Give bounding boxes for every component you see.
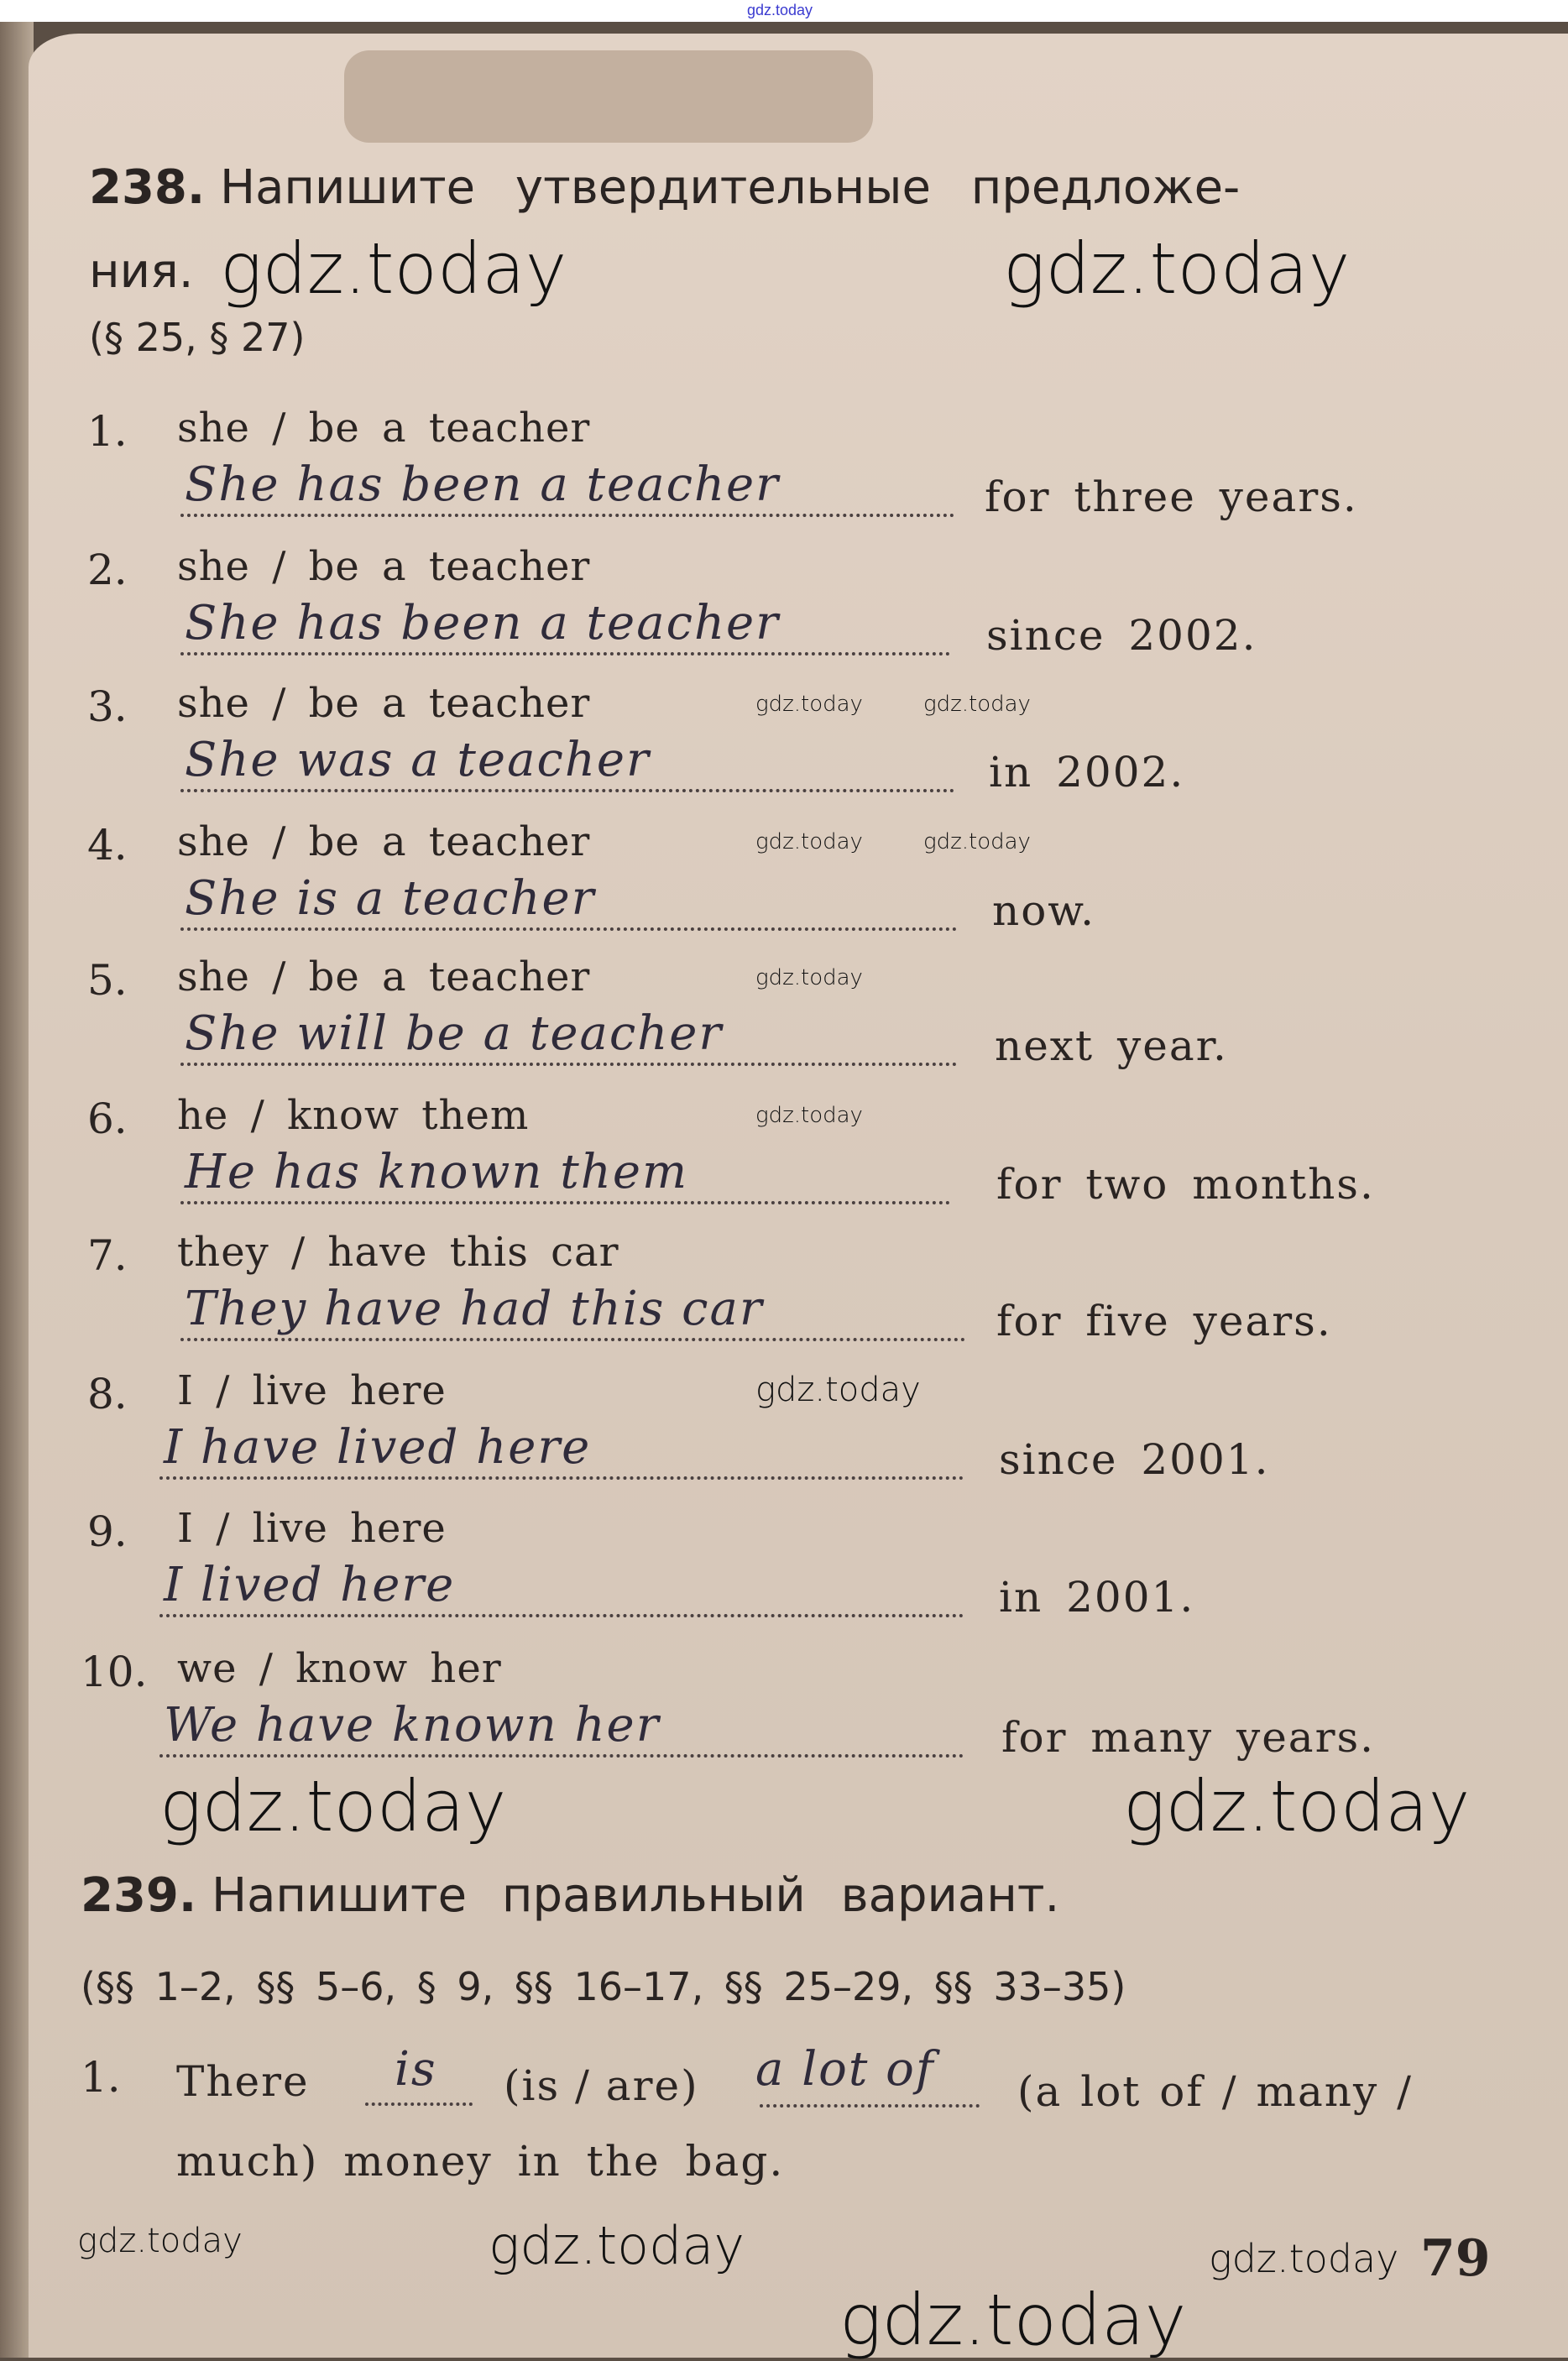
item-number: 5. <box>87 956 128 1005</box>
exercise-239-title: 239. Напишите правильный вариант. <box>81 1867 1059 1924</box>
item-suffix: for two months. <box>996 1160 1375 1209</box>
exercise-239-refs: (§§ 1–2, §§ 5–6, § 9, §§ 16–17, §§ 25–29… <box>81 1964 1126 2009</box>
item-number: 9. <box>87 1507 128 1556</box>
item-suffix: next year. <box>995 1021 1228 1070</box>
answer-line <box>180 652 950 656</box>
exercise-number: 238. <box>89 160 206 215</box>
workbook-page <box>29 34 1568 2358</box>
handwritten-answer: They have had this car <box>185 1282 764 1336</box>
title-text: Напишите правильный вариант. <box>211 1868 1060 1923</box>
watermark: gdz.today <box>1003 227 1351 310</box>
watermark: gdz.today <box>489 2215 745 2276</box>
item-text: There <box>176 2057 310 2106</box>
item-number: 3. <box>87 682 128 731</box>
exercise-238-refs: (§ 25, § 27) <box>89 315 306 360</box>
item-suffix: now. <box>992 886 1096 935</box>
item-prompt: I / live here <box>177 1505 447 1552</box>
item-prompt: she / be a teacher <box>177 953 591 1000</box>
handwritten-answer: a lot of <box>755 2042 935 2097</box>
watermark: gdz.today <box>923 829 1031 854</box>
item-number: 6. <box>87 1094 128 1143</box>
redacted-area <box>344 50 873 143</box>
title-line-1: Напишите утвердительные предложе- <box>219 160 1241 215</box>
item-suffix: for many years. <box>1001 1713 1376 1762</box>
handwritten-answer: He has known them <box>185 1145 689 1199</box>
watermark: gdz.today <box>1123 1765 1471 1847</box>
answer-line <box>180 1338 965 1341</box>
watermark: gdz.today <box>220 227 567 310</box>
item-prompt: we / know her <box>177 1645 502 1692</box>
watermark-top: gdz.today <box>747 2 813 18</box>
item-prompt: I / live here <box>177 1367 447 1414</box>
item-prompt: they / have this car <box>177 1229 619 1276</box>
watermark: gdz.today <box>755 965 863 990</box>
item-suffix: for five years. <box>996 1297 1332 1345</box>
answer-line <box>180 1063 957 1066</box>
item-prompt: she / be a teacher <box>177 543 591 590</box>
answer-line <box>180 1201 950 1204</box>
watermark: gdz.today <box>755 1371 921 1409</box>
answer-line <box>180 514 954 517</box>
handwritten-answer: She has been a teacher <box>185 596 780 650</box>
item-prompt: she / be a teacher <box>177 680 591 727</box>
handwritten-answer: I lived here <box>164 1558 456 1612</box>
handwritten-answer: She has been a teacher <box>185 457 780 512</box>
top-bar: gdz.today <box>0 0 1568 22</box>
watermark: gdz.today <box>1209 2236 1399 2281</box>
answer-line <box>180 927 957 931</box>
page-number: 79 <box>1420 2229 1491 2288</box>
item-suffix: since 2001. <box>999 1435 1270 1484</box>
watermark: gdz.today <box>923 692 1031 717</box>
facing-page-edge <box>0 22 34 2358</box>
handwritten-answer: She was a teacher <box>185 733 651 787</box>
exercise-number: 239. <box>81 1868 197 1923</box>
item-suffix: in 2002. <box>989 748 1185 797</box>
item-number: 1. <box>81 2053 121 2102</box>
item-prompt: she / be a teacher <box>177 818 591 865</box>
exercise-238-title: 238. Напишите утвердительные предложе- <box>89 159 1240 216</box>
answer-line <box>365 2102 473 2106</box>
item-text: much) money in the bag. <box>176 2137 785 2186</box>
title-line-2: ния. <box>89 244 194 299</box>
item-number: 4. <box>87 821 128 870</box>
item-text: (is / are) <box>504 2061 699 2110</box>
answer-line <box>180 789 954 792</box>
item-number: 2. <box>87 546 128 594</box>
item-number: 10. <box>81 1648 148 1696</box>
watermark: gdz.today <box>755 692 863 717</box>
handwritten-answer: She is a teacher <box>185 871 596 926</box>
answer-line <box>760 2104 980 2108</box>
watermark: gdz.today <box>755 1103 863 1128</box>
handwritten-answer: I have lived here <box>164 1420 592 1475</box>
item-suffix: in 2001. <box>999 1573 1195 1622</box>
watermark: gdz.today <box>755 829 863 854</box>
item-text: (a lot of / many / <box>1017 2067 1413 2116</box>
answer-line <box>159 1614 964 1617</box>
handwritten-answer: is <box>395 2042 437 2097</box>
item-prompt: she / be a teacher <box>177 405 591 452</box>
item-number: 7. <box>87 1231 128 1280</box>
answer-line <box>159 1754 964 1758</box>
handwritten-answer: We have known her <box>164 1698 661 1752</box>
item-prompt: he / know them <box>177 1092 530 1139</box>
item-number: 8. <box>87 1370 128 1418</box>
item-suffix: since 2002. <box>986 611 1257 660</box>
handwritten-answer: She will be a teacher <box>185 1006 724 1061</box>
watermark: gdz.today <box>77 2222 243 2260</box>
answer-line <box>159 1476 964 1480</box>
watermark: gdz.today <box>839 2279 1187 2361</box>
watermark: gdz.today <box>159 1765 507 1847</box>
item-number: 1. <box>87 407 128 456</box>
item-suffix: for three years. <box>985 473 1358 521</box>
